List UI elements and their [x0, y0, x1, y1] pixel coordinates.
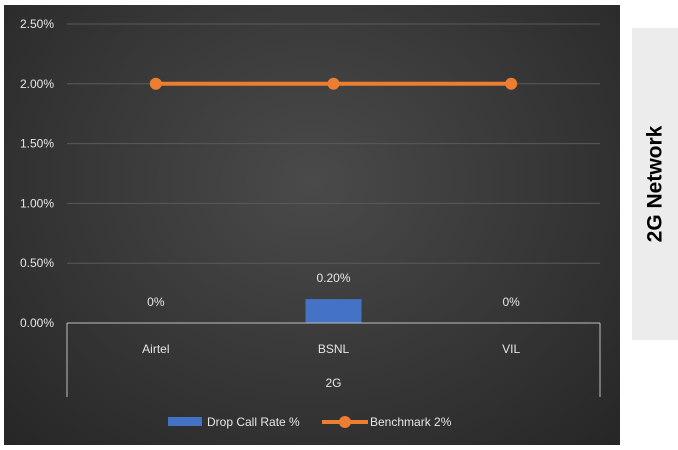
x-category-label: BSNL: [318, 342, 350, 356]
x-group-label: 2G: [325, 376, 341, 390]
y-tick-label: 0.00%: [20, 316, 54, 330]
y-tick-label: 2.00%: [20, 77, 54, 91]
side-title: 2G Network: [643, 125, 667, 243]
bar-data-label: 0%: [502, 295, 520, 309]
legend-swatch-drop-call-rate: [168, 417, 202, 426]
bar-data-label: 0%: [147, 295, 165, 309]
combo-chart: 0.00% 0.50% 1.00% 1.50% 2.00% 2.50% 0% 0.20% 0%…: [20, 17, 601, 429]
legend-label-benchmark: Benchmark 2%: [370, 415, 452, 429]
benchmark-point: [149, 77, 162, 90]
y-tick-label: 1.00%: [20, 196, 54, 210]
benchmark-point: [327, 77, 340, 90]
y-tick-label: 0.50%: [20, 256, 54, 270]
legend-swatch-benchmark-marker: [339, 416, 351, 428]
y-tick-label: 1.50%: [20, 137, 54, 151]
side-title-panel: 2G Network: [632, 28, 678, 340]
benchmark-point: [505, 77, 518, 90]
x-category-label: VIL: [502, 342, 520, 356]
legend-label-drop-call-rate: Drop Call Rate %: [207, 415, 300, 429]
x-category-label: Airtel: [142, 342, 169, 356]
bar-data-label: 0.20%: [316, 271, 350, 285]
bar-bsnl: [305, 299, 362, 323]
chart-panel: 0.00% 0.50% 1.00% 1.50% 2.00% 2.50% 0% 0.20% 0%…: [4, 5, 620, 445]
y-tick-label: 2.50%: [20, 17, 54, 31]
